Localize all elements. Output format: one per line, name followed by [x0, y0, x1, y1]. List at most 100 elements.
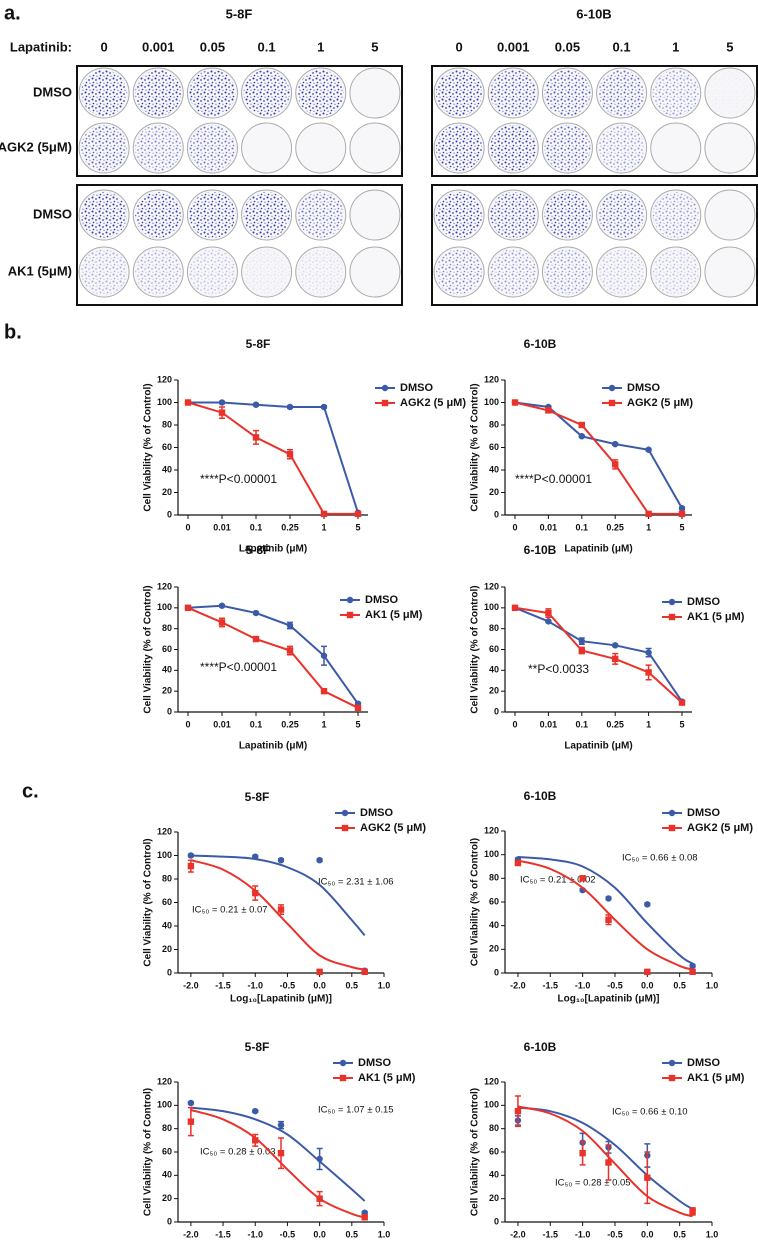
x-tick-label: 1	[321, 719, 326, 729]
data-point	[218, 399, 226, 406]
annotation: IC₅₀ = 0.21 ± 0.02	[520, 875, 596, 886]
panel-label: b.	[4, 321, 22, 343]
colonies	[598, 192, 645, 238]
x-tick-label: -0.5	[607, 1229, 623, 1239]
data-point	[187, 1099, 195, 1107]
y-tick-label: 40	[162, 1170, 172, 1180]
y-tick-label: 0	[494, 967, 499, 977]
x-tick-label: -2.0	[183, 1229, 199, 1239]
x-tick-label: 0.25	[281, 522, 299, 532]
chart-title: 6-10B	[524, 789, 557, 803]
data-point	[361, 1214, 368, 1221]
x-tick-label: 0.0	[313, 1229, 326, 1239]
annotation: ****P<0.00001	[200, 660, 277, 674]
data-point	[668, 1059, 676, 1067]
y-tick-label: 20	[162, 487, 172, 497]
colonies	[598, 70, 645, 116]
data-point	[252, 635, 260, 643]
y-tick-label: 0	[167, 706, 172, 716]
colonies	[81, 70, 128, 116]
fit-curve	[517, 856, 694, 965]
legend-label: DMSO	[365, 594, 398, 606]
y-tick-label: 20	[162, 686, 172, 696]
x-axis-label: Lapatinib (μM)	[564, 741, 632, 752]
y-tick-label: 0	[167, 509, 172, 519]
y-tick-label: 120	[157, 1076, 172, 1086]
x-tick-label: 0	[185, 719, 190, 729]
x-tick-label: 1.0	[378, 1229, 391, 1239]
colonies	[297, 192, 344, 238]
data-point	[218, 602, 226, 609]
colonies	[243, 249, 290, 295]
colonies	[544, 192, 591, 238]
data-point	[316, 857, 323, 864]
annotation: IC₅₀ = 0.28 ± 0.05	[555, 1178, 631, 1189]
data-point	[187, 862, 195, 870]
colonies	[436, 70, 483, 116]
data-point	[514, 859, 522, 867]
y-axis-label: Cell Viability (% of Control)	[470, 838, 481, 966]
colonies	[544, 249, 591, 295]
colonies	[490, 70, 537, 116]
data-point	[645, 649, 652, 656]
annotation: ****P<0.00001	[515, 472, 592, 486]
fit-curve	[517, 1105, 693, 1218]
x-tick-label: -2.0	[510, 980, 526, 990]
y-tick-label: 80	[489, 623, 499, 633]
y-tick-label: 80	[162, 623, 172, 633]
cell-line-title: 5-8F	[226, 6, 253, 21]
row-label: DMSO	[33, 206, 72, 221]
x-tick-label: 0.0	[641, 1229, 654, 1239]
y-tick-label: 0	[167, 967, 172, 977]
data-point	[668, 613, 676, 621]
data-point	[286, 647, 294, 654]
x-tick-label: 5	[679, 522, 684, 532]
colonies	[243, 70, 290, 116]
well	[704, 122, 756, 174]
data-point	[316, 968, 323, 976]
x-tick-label: -1.5	[215, 1229, 231, 1239]
colonies	[544, 70, 591, 116]
x-tick-label: 5	[355, 522, 360, 532]
y-tick-label: 20	[162, 944, 172, 954]
annotation: IC₅₀ = 0.66 ± 0.10	[612, 1107, 688, 1118]
concentration-label: 0	[100, 39, 107, 54]
data-point	[316, 1195, 323, 1202]
legend-label: DMSO	[687, 1057, 720, 1069]
data-point	[578, 433, 585, 440]
colonies	[135, 249, 182, 295]
data-point	[511, 604, 519, 612]
colonies	[436, 249, 483, 295]
y-tick-label: 60	[162, 442, 172, 452]
annotation: IC₅₀ = 0.28 ± 0.03	[200, 1147, 276, 1158]
x-tick-label: 0.25	[606, 522, 624, 532]
plate-box	[76, 184, 403, 306]
data-point	[545, 407, 552, 414]
data-point	[644, 1174, 651, 1181]
concentration-label: 0.001	[497, 39, 530, 54]
well	[704, 189, 756, 241]
concentration-label: 0.1	[258, 39, 276, 54]
x-tick-label: 0.0	[641, 980, 654, 990]
data-point	[252, 1137, 259, 1144]
fit-curve	[517, 1106, 694, 1211]
concentration-label: 5	[371, 39, 378, 54]
concentration-label: 1	[672, 39, 679, 54]
x-tick-label: 5	[355, 719, 360, 729]
x-tick-label: 0.01	[540, 522, 558, 532]
data-point	[612, 440, 619, 448]
x-axis-label: Lapatinib (μM)	[239, 741, 307, 752]
y-tick-label: 20	[162, 1193, 172, 1203]
chart-title: 6-10B	[524, 1040, 557, 1054]
plate-box	[431, 184, 758, 306]
y-tick-label: 20	[489, 686, 499, 696]
data-point	[361, 968, 368, 976]
legend-label: AGK2 (5 μM)	[687, 822, 753, 834]
data-point	[341, 824, 349, 832]
x-tick-label: 1	[646, 522, 651, 532]
legend-label: AK1 (5 μM)	[687, 1072, 745, 1084]
data-point	[644, 901, 651, 908]
y-tick-label: 20	[489, 944, 499, 954]
y-tick-label: 0	[494, 706, 499, 716]
